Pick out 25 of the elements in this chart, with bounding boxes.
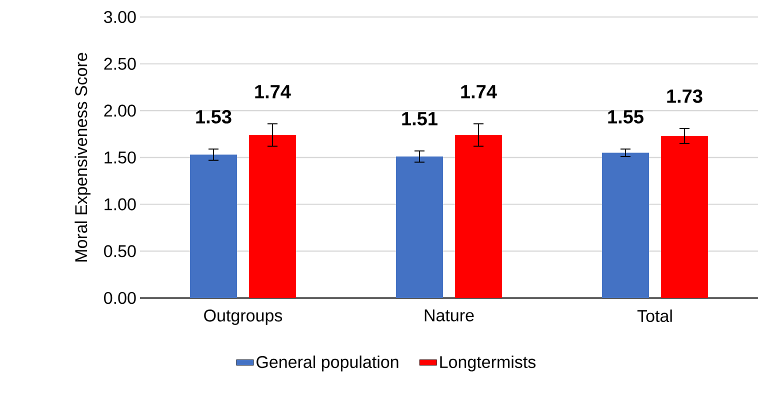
x-tick-label: Outgroups xyxy=(204,310,282,325)
bar xyxy=(660,136,708,298)
bar xyxy=(190,154,237,298)
data-label: 1.73 xyxy=(667,89,702,103)
data-label: 1.55 xyxy=(608,110,644,124)
data-label: 1.74 xyxy=(461,85,497,98)
y-tick-label: 3.00 xyxy=(104,10,136,24)
y-tick-label: 2.50 xyxy=(104,58,136,70)
x-tick-label: Nature xyxy=(424,310,474,322)
data-label: 1.74 xyxy=(255,85,291,98)
bar xyxy=(396,156,443,298)
y-tick-label: 2.00 xyxy=(104,104,136,117)
bar xyxy=(249,135,296,298)
legend-label: General population xyxy=(256,356,398,372)
data-label: 1.53 xyxy=(196,110,232,124)
y-tick-label: 1.00 xyxy=(104,198,136,210)
bar xyxy=(455,135,502,298)
data-label: 1.51 xyxy=(402,112,438,126)
y-tick-label: 0.50 xyxy=(104,245,136,258)
legend-label: Longtermists xyxy=(440,356,536,372)
bar xyxy=(602,152,649,298)
x-tick-label: Total xyxy=(637,310,672,322)
y-tick-label: 1.50 xyxy=(104,151,136,164)
y-tick-label: 0.00 xyxy=(104,292,136,304)
y-axis-title: Moral Expensiveness Score xyxy=(74,52,91,262)
